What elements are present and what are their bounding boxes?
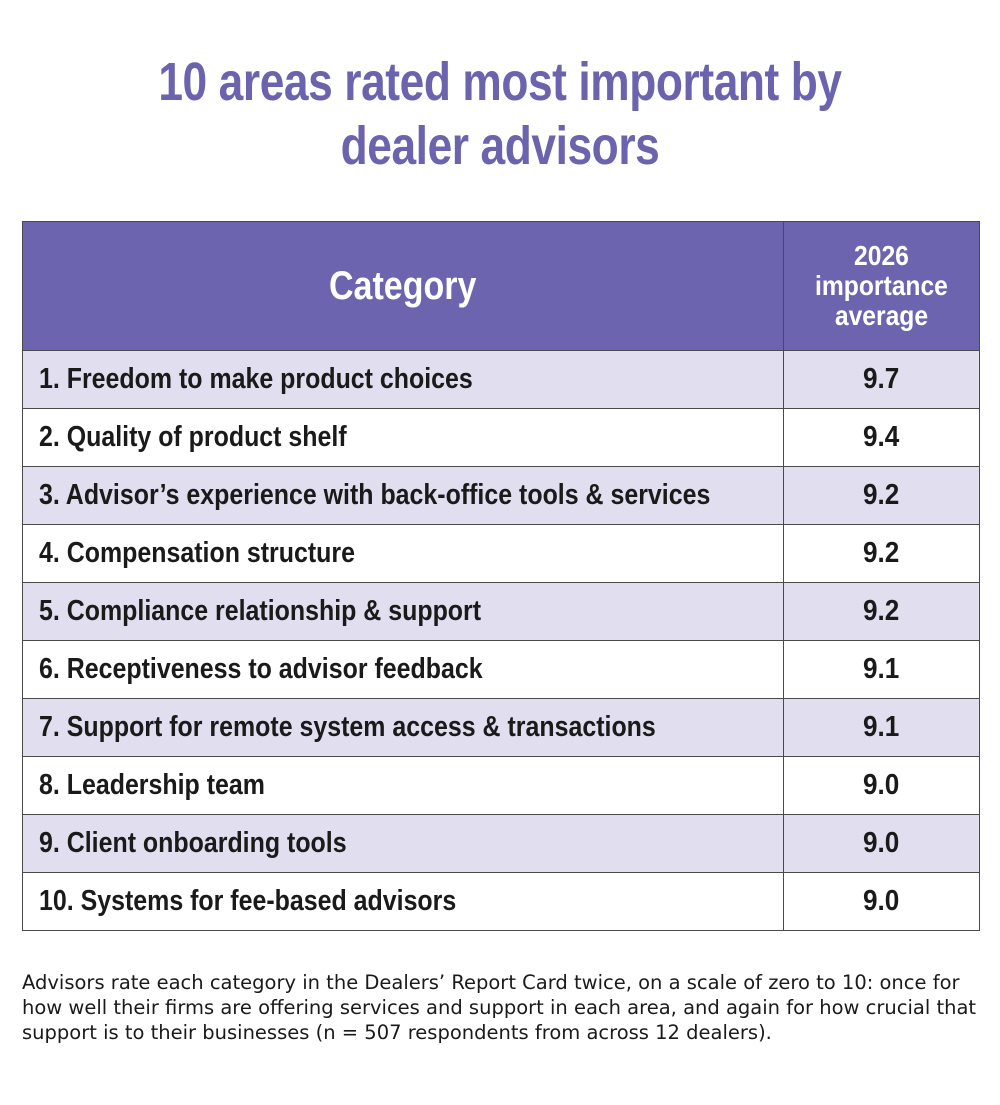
chart-title: 10 areas rated most important by dealer … <box>90 50 910 178</box>
category-label: 1. Freedom to make product choices <box>39 363 473 395</box>
column-header-importance-line-3: average <box>834 300 929 331</box>
table-row: 7. Support for remote system access & tr… <box>22 698 980 757</box>
column-header-importance: 2026 importance average <box>783 221 980 351</box>
importance-value: 9.4 <box>863 421 900 453</box>
table-row: 9. Client onboarding tools 9.0 <box>22 814 980 873</box>
table-body: 1. Freedom to make product choices 9.7 2. … <box>22 350 980 931</box>
importance-value-cell: 9.7 <box>783 350 980 409</box>
importance-value-cell: 9.0 <box>783 872 980 931</box>
table-row: 3. Advisor’s experience with back-office… <box>22 466 980 525</box>
category-cell: 1. Freedom to make product choices <box>22 350 784 409</box>
importance-value: 9.1 <box>863 653 900 685</box>
category-cell: 9. Client onboarding tools <box>22 814 784 873</box>
category-label: 8. Leadership team <box>39 769 265 801</box>
category-cell: 2. Quality of product shelf <box>22 408 784 467</box>
importance-value-cell: 9.0 <box>783 756 980 815</box>
category-cell: 5. Compliance relationship & support <box>22 582 784 641</box>
table-row: 2. Quality of product shelf 9.4 <box>22 408 980 467</box>
category-cell: 3. Advisor’s experience with back-office… <box>22 466 784 525</box>
table-row: 1. Freedom to make product choices 9.7 <box>22 350 980 409</box>
table-row: 8. Leadership team 9.0 <box>22 756 980 815</box>
category-label: 3. Advisor’s experience with back-office… <box>39 479 711 511</box>
category-label: 5. Compliance relationship & support <box>39 595 482 627</box>
table-row: 4. Compensation structure 9.2 <box>22 524 980 583</box>
importance-value-cell: 9.2 <box>783 582 980 641</box>
importance-value: 9.2 <box>863 595 900 627</box>
importance-value: 9.1 <box>863 711 900 743</box>
table-row: 10. Systems for fee-based advisors 9.0 <box>22 872 980 931</box>
table-header-row: Category 2026 importance average <box>22 221 980 351</box>
category-label: 4. Compensation structure <box>39 537 355 569</box>
importance-value-cell: 9.0 <box>783 814 980 873</box>
importance-value: 9.0 <box>863 769 900 801</box>
category-label: 10. Systems for fee-based advisors <box>39 885 457 917</box>
importance-value-cell: 9.2 <box>783 466 980 525</box>
chart-title-line-2: dealer advisors <box>340 116 660 176</box>
category-cell: 7. Support for remote system access & tr… <box>22 698 784 757</box>
column-header-category: Category <box>22 221 784 351</box>
column-header-category-label: Category <box>329 263 477 308</box>
importance-value-cell: 9.2 <box>783 524 980 583</box>
chart-title-line-1: 10 areas rated most important by <box>158 52 842 112</box>
importance-value: 9.0 <box>863 885 900 917</box>
category-label: 2. Quality of product shelf <box>39 421 347 453</box>
column-header-importance-line-2: importance <box>815 270 948 301</box>
table-row: 5. Compliance relationship & support 9.2 <box>22 582 980 641</box>
table-row: 6. Receptiveness to advisor feedback 9.1 <box>22 640 980 699</box>
importance-value-cell: 9.1 <box>783 698 980 757</box>
importance-table: Category 2026 importance average 1. Free… <box>22 221 980 931</box>
importance-value: 9.2 <box>863 537 900 569</box>
category-label: 7. Support for remote system access & tr… <box>39 711 656 743</box>
importance-value-cell: 9.1 <box>783 640 980 699</box>
category-cell: 8. Leadership team <box>22 756 784 815</box>
importance-value: 9.7 <box>863 363 900 395</box>
category-cell: 4. Compensation structure <box>22 524 784 583</box>
category-label: 9. Client onboarding tools <box>39 827 347 859</box>
column-header-importance-line-1: 2026 <box>854 240 909 271</box>
importance-value: 9.2 <box>863 479 900 511</box>
category-cell: 10. Systems for fee-based advisors <box>22 872 784 931</box>
category-label: 6. Receptiveness to advisor feedback <box>39 653 483 685</box>
footnote: Advisors rate each category in the Deale… <box>22 971 977 1044</box>
category-cell: 6. Receptiveness to advisor feedback <box>22 640 784 699</box>
importance-value: 9.0 <box>863 827 900 859</box>
importance-value-cell: 9.4 <box>783 408 980 467</box>
